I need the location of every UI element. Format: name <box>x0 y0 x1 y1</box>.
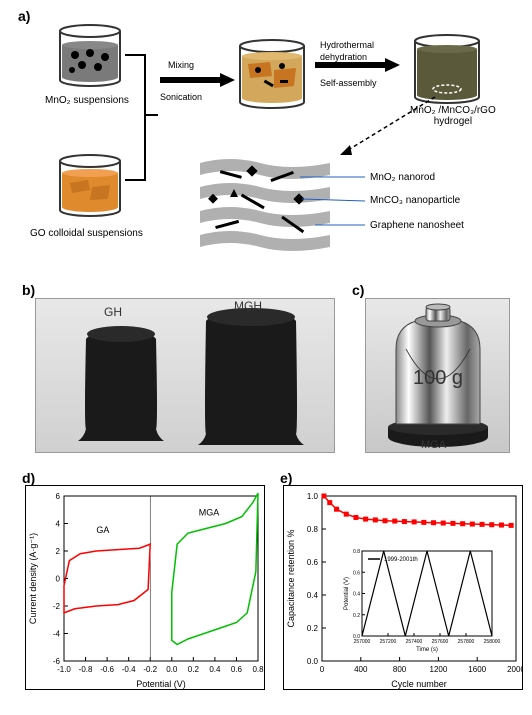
arrow2-label-1: Hydrothermal <box>320 40 374 50</box>
svg-text:2000: 2000 <box>507 665 523 674</box>
svg-text:Capacitance retention %: Capacitance retention % <box>286 529 296 627</box>
arrow2-label-2: dehydration <box>320 52 367 62</box>
svg-text:Potential (V): Potential (V) <box>136 679 186 689</box>
arrow1-label-top: Mixing <box>168 60 194 70</box>
svg-text:Potential (V): Potential (V) <box>344 577 350 610</box>
svg-text:-0.8: -0.8 <box>79 665 93 674</box>
legend-3: Graphene nanosheet <box>370 220 464 231</box>
svg-text:GA: GA <box>96 525 109 535</box>
svg-text:0.8: 0.8 <box>353 549 360 555</box>
svg-text:MGA: MGA <box>199 507 220 517</box>
gh-label: GH <box>104 305 122 319</box>
svg-text:Time (s): Time (s) <box>416 647 438 653</box>
svg-text:0.4: 0.4 <box>353 592 360 598</box>
beaker1-caption: MnO₂ suspensions <box>45 95 129 106</box>
svg-text:0: 0 <box>56 575 61 584</box>
svg-text:0.4: 0.4 <box>307 591 319 600</box>
beaker2-caption: GO colloidal suspensions <box>30 228 143 239</box>
panel-e-chart: 0 400 800 1200 1600 2000 0.0 0.2 0.4 0.6 0.8 1.0 Cyc… <box>283 485 523 690</box>
svg-text:0.8: 0.8 <box>307 525 319 534</box>
svg-text:-0.2: -0.2 <box>143 665 157 674</box>
mga-label: MGA <box>421 439 446 451</box>
panel-e-label: e) <box>280 470 292 486</box>
svg-text:257800: 257800 <box>458 639 475 645</box>
svg-text:0.2: 0.2 <box>307 624 319 633</box>
svg-text:0.4: 0.4 <box>209 665 221 674</box>
svg-text:257600: 257600 <box>432 639 449 645</box>
svg-text:400: 400 <box>354 665 368 674</box>
weight-text: 100 g <box>413 367 463 389</box>
svg-text:0.0: 0.0 <box>307 657 319 666</box>
svg-text:0.8: 0.8 <box>252 665 264 674</box>
svg-text:0.2: 0.2 <box>353 613 360 619</box>
svg-text:-2: -2 <box>53 602 61 611</box>
arrow1-label-bot: Sonication <box>160 92 202 102</box>
svg-text:-0.6: -0.6 <box>100 665 114 674</box>
panel-c-photo: 100 g <box>366 299 511 454</box>
svg-text:0.2: 0.2 <box>188 665 200 674</box>
svg-text:1.0: 1.0 <box>307 492 319 501</box>
panel-b-photo <box>36 299 336 454</box>
panel-c-label: c) <box>352 282 364 298</box>
svg-text:1999-2001th: 1999-2001th <box>384 557 418 563</box>
svg-text:1600: 1600 <box>468 665 486 674</box>
svg-text:2: 2 <box>56 547 61 556</box>
svg-text:0.6: 0.6 <box>353 570 360 576</box>
panel-b-label: b) <box>22 282 35 298</box>
svg-text:-1.0: -1.0 <box>57 665 71 674</box>
svg-text:0: 0 <box>320 665 325 674</box>
arrow2-label-3: Self-assembly <box>320 78 377 88</box>
svg-text:-4: -4 <box>53 630 61 639</box>
svg-text:0.0: 0.0 <box>166 665 178 674</box>
svg-text:Current density (A·g⁻¹): Current density (A·g⁻¹) <box>28 533 38 624</box>
svg-text:258000: 258000 <box>484 639 501 645</box>
svg-text:0.6: 0.6 <box>307 558 319 567</box>
svg-text:0.0: 0.0 <box>353 634 360 640</box>
svg-text:257400: 257400 <box>406 639 423 645</box>
svg-text:6: 6 <box>56 492 61 501</box>
svg-text:0.6: 0.6 <box>231 665 243 674</box>
legend-2: MnCO₃ nanoparticle <box>370 195 460 206</box>
svg-text:-0.4: -0.4 <box>122 665 136 674</box>
legend-1: MnO₂ nanorod <box>370 172 435 183</box>
panel-d-label: d) <box>22 470 35 486</box>
svg-text:257200: 257200 <box>380 639 397 645</box>
beaker4-caption: MnO₂ /MnCO₃/rGO hydrogel <box>410 105 496 127</box>
svg-text:800: 800 <box>393 665 407 674</box>
svg-text:-6: -6 <box>53 657 61 666</box>
svg-text:Cycle number: Cycle number <box>391 679 447 689</box>
svg-text:4: 4 <box>56 520 61 529</box>
mgh-label: MGH <box>234 299 262 313</box>
panel-d-chart: -1.0 -0.8 -0.6 -0.4 -0.2 0.0 0.2 0.4 0.6 0.8 -6 -4 -… <box>25 485 265 690</box>
svg-text:1200: 1200 <box>430 665 448 674</box>
